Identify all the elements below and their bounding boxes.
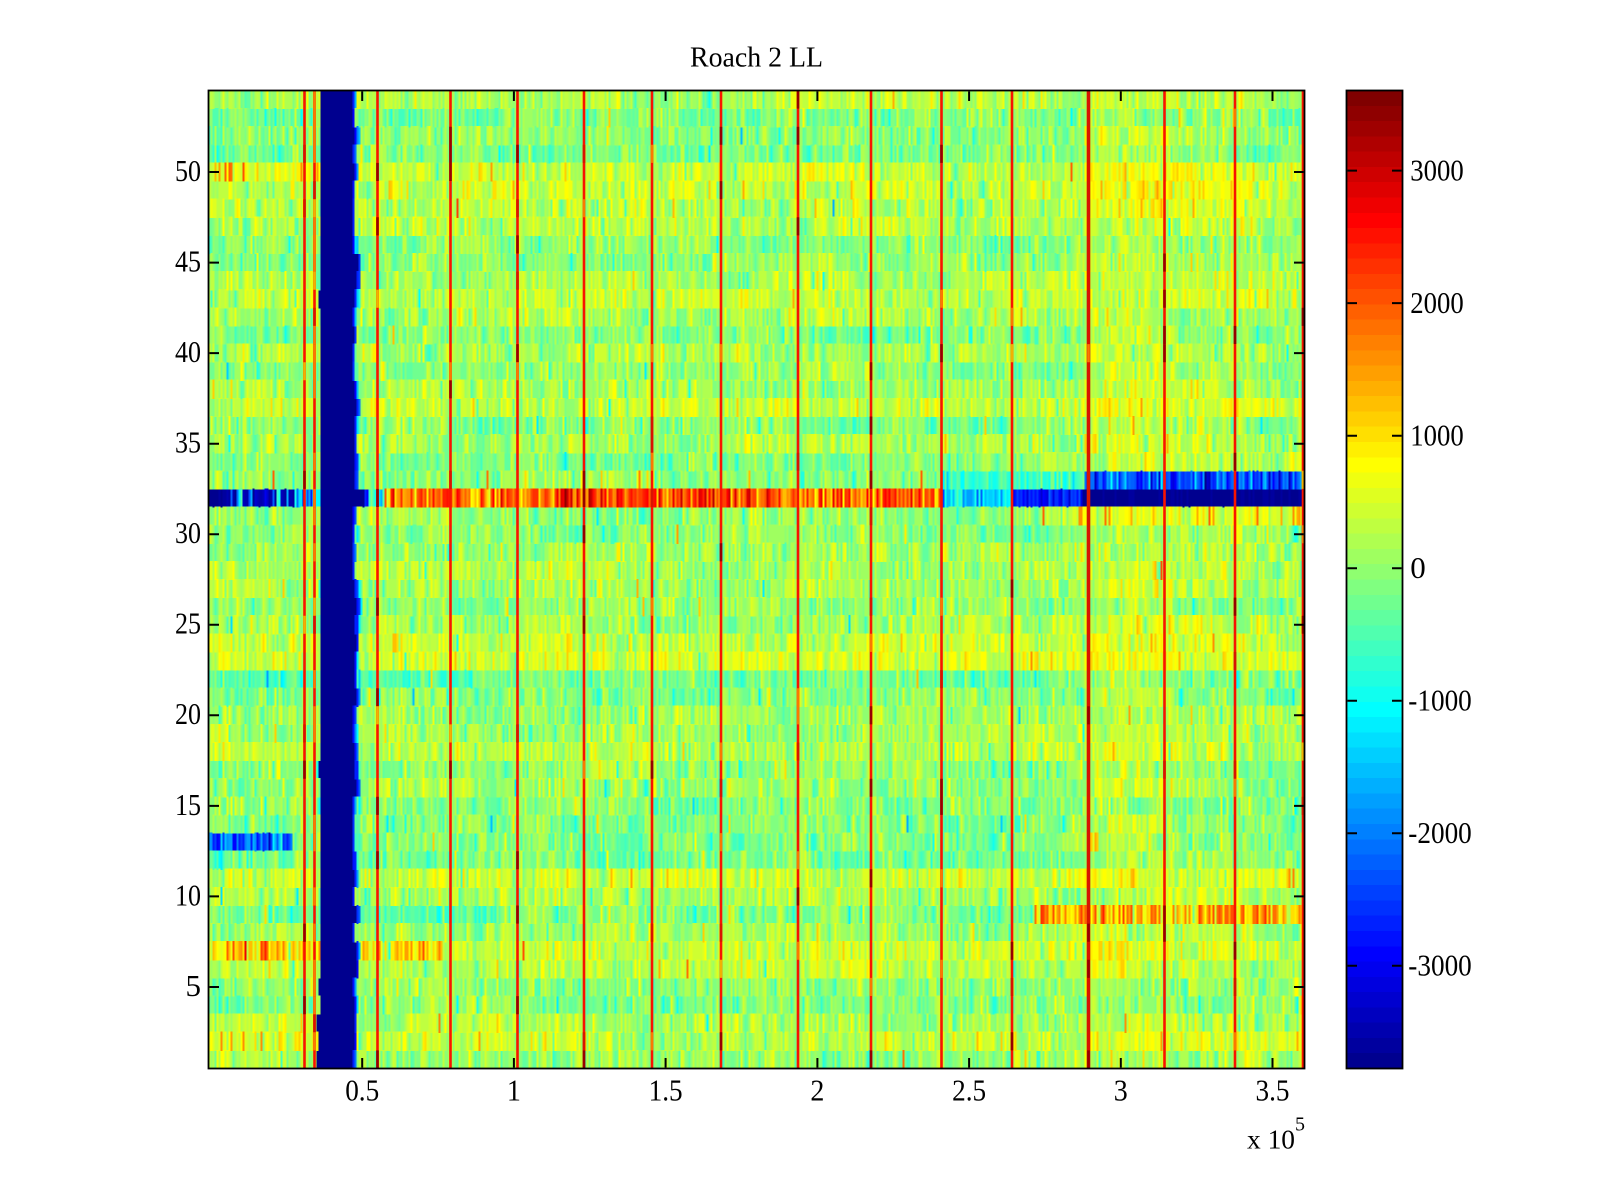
svg-text:x 10: x 10 xyxy=(1247,1125,1295,1155)
svg-text:45: 45 xyxy=(175,244,201,279)
svg-text:35: 35 xyxy=(175,425,201,460)
svg-text:2.5: 2.5 xyxy=(952,1073,986,1108)
svg-text:3.5: 3.5 xyxy=(1256,1073,1290,1108)
svg-text:2000: 2000 xyxy=(1410,285,1464,320)
svg-text:3: 3 xyxy=(1114,1073,1128,1108)
svg-text:20: 20 xyxy=(175,696,201,731)
svg-text:50: 50 xyxy=(175,153,201,188)
svg-text:0: 0 xyxy=(1410,550,1426,585)
svg-text:-1000: -1000 xyxy=(1408,683,1472,718)
svg-text:2: 2 xyxy=(810,1073,824,1108)
svg-text:1.5: 1.5 xyxy=(649,1073,683,1108)
svg-text:15: 15 xyxy=(175,787,201,822)
svg-text:0.5: 0.5 xyxy=(345,1073,379,1108)
svg-text:1000: 1000 xyxy=(1410,418,1464,453)
svg-text:-3000: -3000 xyxy=(1408,948,1472,983)
svg-text:5: 5 xyxy=(186,968,202,1003)
svg-text:30: 30 xyxy=(175,515,201,550)
svg-text:1: 1 xyxy=(507,1073,521,1108)
svg-text:5: 5 xyxy=(1295,1114,1305,1136)
svg-text:40: 40 xyxy=(175,334,201,369)
svg-text:Roach 2 LL: Roach 2 LL xyxy=(690,43,823,74)
svg-text:3000: 3000 xyxy=(1410,152,1464,187)
svg-text:-2000: -2000 xyxy=(1408,815,1472,850)
svg-text:25: 25 xyxy=(175,606,201,641)
svg-text:10: 10 xyxy=(175,877,201,912)
